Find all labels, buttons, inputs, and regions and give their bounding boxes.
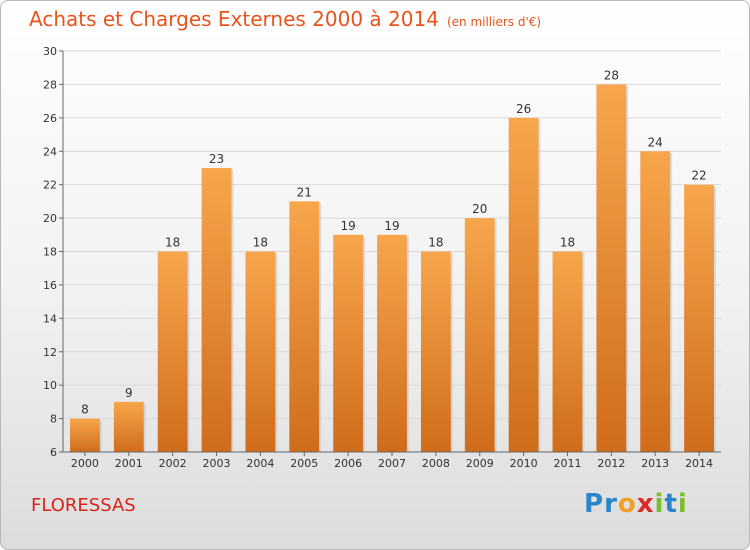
x-tick-label: 2009 [466, 457, 494, 470]
data-label-2012: 28 [604, 68, 619, 82]
bar-2000 [70, 418, 100, 452]
data-label-2002: 18 [165, 236, 180, 250]
logo-letter: x [636, 489, 655, 519]
bar-2006 [333, 234, 364, 452]
y-tick-label: 10 [43, 379, 57, 392]
bar-2009 [464, 218, 495, 452]
x-tick-label: 2013 [641, 457, 669, 470]
bar-2001 [113, 401, 144, 452]
bar-2014 [684, 184, 714, 452]
y-tick-label: 20 [43, 212, 57, 225]
bar-2008 [420, 251, 451, 452]
logo-letter: i [677, 489, 688, 519]
x-tick-label: 2002 [159, 457, 187, 470]
bar-2007 [377, 234, 407, 452]
bar-2004 [245, 251, 276, 452]
y-tick-label: 26 [43, 112, 57, 125]
y-tick-label: 22 [43, 179, 57, 192]
x-tick-label: 2000 [71, 457, 99, 470]
x-tick-label: 2012 [597, 457, 625, 470]
data-label-2005: 21 [297, 185, 312, 199]
bar-2010 [508, 117, 539, 452]
y-tick-label: 24 [43, 145, 57, 158]
bar-2012 [596, 84, 627, 453]
chart-title: Achats et Charges Externes 2000 à 2014 (e… [29, 7, 541, 31]
logo-letter: t [664, 489, 678, 519]
x-tick-label: 2011 [553, 457, 581, 470]
data-label-2004: 18 [253, 236, 268, 250]
y-tick-label: 8 [50, 413, 57, 426]
y-tick-label: 14 [43, 312, 57, 325]
chart-subtitle: (en milliers d'€) [446, 15, 542, 29]
bars [70, 84, 716, 453]
logo-letter: i [654, 489, 665, 519]
x-tick-label: 2005 [290, 457, 318, 470]
data-label-2010: 26 [516, 102, 531, 116]
location-name: FLORESSAS [31, 495, 136, 516]
x-tick-label: 2008 [422, 457, 450, 470]
data-label-2001: 9 [125, 386, 133, 400]
y-tick-label: 6 [50, 446, 57, 459]
data-label-2003: 23 [209, 152, 224, 166]
bar-2005 [289, 201, 320, 452]
y-tick-label: 30 [43, 45, 57, 58]
logo-letter: P [584, 489, 605, 519]
data-label-2007: 19 [384, 219, 399, 233]
y-tick-label: 12 [43, 346, 57, 359]
x-tick-label: 2010 [510, 457, 538, 470]
x-tick-label: 2014 [685, 457, 713, 470]
y-tick-label: 18 [43, 246, 57, 259]
x-tick-label: 2007 [378, 457, 406, 470]
bar-2013 [640, 151, 671, 452]
bar-2003 [201, 167, 232, 453]
x-tick-label: 2001 [115, 457, 143, 470]
data-label-2008: 18 [428, 236, 443, 250]
logo-letter: r [604, 489, 618, 519]
data-label-2009: 20 [472, 202, 487, 216]
data-label-2013: 24 [648, 135, 663, 149]
data-label-2000: 8 [81, 403, 89, 417]
y-tick-label: 28 [43, 78, 57, 91]
data-label-2011: 18 [560, 236, 575, 250]
chart-title-text: Achats et Charges Externes 2000 à 2014 [29, 7, 439, 31]
data-label-2014: 22 [691, 169, 706, 183]
proxiti-logo: Proxiti [584, 489, 688, 519]
bar-2011 [552, 251, 583, 452]
x-tick-label: 2003 [203, 457, 231, 470]
data-label-2006: 19 [340, 219, 355, 233]
axes [59, 50, 721, 456]
logo-letter: o [617, 489, 637, 519]
labels: 6 8 10 12 14 16 18 20 22 24 26 28 30 8 2000 9 2001 18 2002… [43, 45, 713, 470]
x-tick-label: 2006 [334, 457, 362, 470]
x-tick-label: 2004 [246, 457, 274, 470]
bar-2002 [157, 251, 188, 452]
y-tick-label: 16 [43, 279, 57, 292]
